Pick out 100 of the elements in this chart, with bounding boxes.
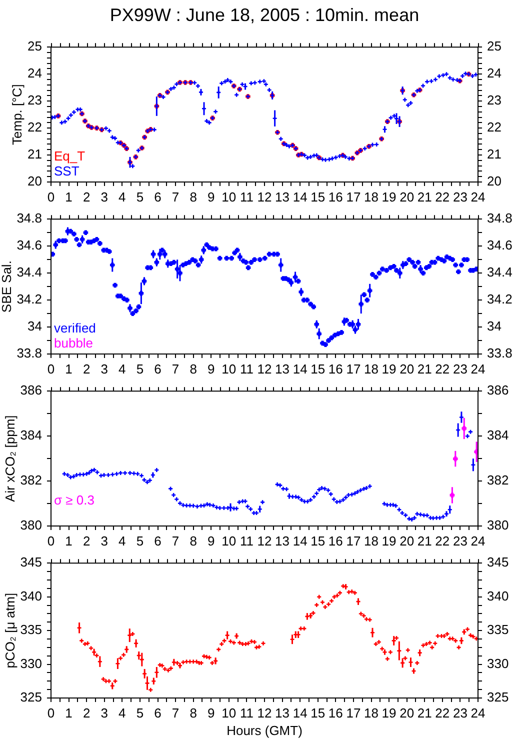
x-tick-label: 6	[154, 534, 162, 549]
y-tick-label: 335	[20, 622, 42, 638]
y-axis-title: Air xCO₂ [ppm]	[2, 415, 18, 502]
x-tick-label: 0	[47, 534, 55, 549]
x-tick-label: 17	[346, 190, 361, 205]
x-tick-label: 2	[82, 706, 90, 721]
y-tick-label: 330	[20, 656, 42, 671]
y-tick-label: 23	[28, 92, 42, 108]
x-tick-label: 16	[328, 362, 343, 377]
x-tick-label: 10	[222, 534, 236, 549]
x-tick-label: 18	[364, 190, 378, 205]
text: σ ≥ 0.3	[54, 492, 94, 508]
x-tick-label: 12	[257, 706, 272, 721]
y-tick-label: 22	[28, 120, 42, 135]
x-tick-label: 12	[257, 190, 272, 205]
x-tick-label: 13	[275, 190, 290, 205]
x-tick-label: 8	[190, 362, 197, 377]
x-tick-label: 22	[435, 534, 450, 549]
x-tick-label: 7	[172, 362, 180, 377]
y2-tick-label: 340	[487, 588, 509, 604]
x-tick-label: 5	[136, 362, 144, 377]
x-tick-label: 8	[190, 706, 197, 721]
x-tick-label: 3	[100, 190, 108, 205]
y2-tick-label: 34.4	[487, 264, 512, 280]
y-tick-label: 325	[20, 690, 42, 705]
x-tick-label: 10	[222, 362, 236, 377]
y-axis-title: pCO₂ [μ atm]	[2, 592, 18, 668]
y-tick-label: 345	[20, 554, 42, 570]
x-tick-label: 23	[452, 534, 468, 549]
y2-tick-label: 21	[487, 146, 502, 162]
x-tick-label: 15	[310, 534, 326, 549]
x-tick-label: 23	[452, 706, 468, 721]
y-tick-label: 20	[28, 174, 42, 189]
legend-label: bubble	[54, 336, 94, 351]
y-tick-label: 340	[20, 588, 42, 604]
x-tick-label: 4	[118, 362, 126, 377]
y2-tick-label: 335	[487, 622, 509, 638]
y-tick-label: 382	[20, 472, 42, 488]
x-tick-label: 24	[470, 362, 486, 377]
x-tick-label: 9	[208, 534, 215, 549]
x-tick-label: 11	[240, 362, 254, 377]
x-tick-label: 3	[100, 362, 108, 377]
y-axis-title: SBE Sal.	[0, 260, 14, 313]
x-tick-label: 24	[470, 706, 486, 721]
text: verified	[54, 320, 96, 336]
x-tick-label: 13	[275, 534, 290, 549]
y-tick-label: 34.4	[16, 264, 42, 280]
x-tick-label: 2	[82, 190, 90, 205]
x-tick-label: 9	[208, 362, 215, 377]
x-tick-label: 14	[292, 190, 308, 205]
x-tick-label: 20	[400, 190, 414, 205]
x-tick-label: 17	[346, 706, 361, 721]
x-tick-label: 7	[172, 534, 180, 549]
x-tick-label: 4	[118, 534, 126, 549]
x-tick-label: 15	[310, 706, 326, 721]
y2-tick-label: 34.8	[487, 210, 512, 226]
y2-tick-label: 34.6	[487, 238, 512, 253]
y2-tick-label: 22	[487, 120, 502, 135]
y2-tick-label: 380	[487, 518, 509, 533]
x-tick-label: 18	[364, 534, 378, 549]
x-tick-label: 1	[65, 190, 72, 205]
x-tick-label: 0	[47, 706, 55, 721]
x-tick-label: 19	[382, 190, 396, 205]
x-tick-label: 15	[310, 190, 326, 205]
x-tick-label: 7	[172, 190, 180, 205]
x-tick-label: 6	[154, 706, 162, 721]
x-tick-label: 21	[417, 534, 432, 549]
x-tick-label: 18	[364, 706, 378, 721]
x-tick-label: 20	[400, 534, 414, 549]
x-tick-label: 13	[275, 362, 290, 377]
y2-tick-label: 325	[487, 690, 509, 705]
x-tick-label: 6	[154, 190, 162, 205]
x-tick-label: 6	[154, 362, 162, 377]
x-tick-label: 14	[292, 706, 308, 721]
y-tick-label: 21	[28, 146, 42, 162]
x-tick-label: 24	[470, 534, 486, 549]
x-tick-label: 5	[136, 190, 144, 205]
x-tick-label: 1	[65, 362, 72, 377]
x-tick-label: 22	[435, 190, 450, 205]
x-tick-label: 11	[240, 534, 254, 549]
x-tick-label: 14	[292, 534, 308, 549]
y2-tick-label: 25	[487, 38, 502, 54]
y2-tick-label: 34.2	[487, 292, 512, 307]
x-tick-label: 11	[240, 190, 254, 205]
x-tick-label: 17	[346, 362, 361, 377]
x-tick-label: 19	[382, 534, 396, 549]
x-tick-label: 22	[435, 706, 450, 721]
y2-tick-label: 24	[487, 66, 502, 81]
y2-tick-label: 23	[487, 92, 502, 108]
x-tick-label: 7	[172, 706, 180, 721]
x-tick-label: 8	[190, 190, 197, 205]
x-tick-label: 16	[328, 706, 343, 721]
x-tick-label: 11	[240, 706, 254, 721]
chart-title: PX99W : June 18, 2005 : 10min. mean	[110, 5, 420, 25]
x-tick-label: 4	[118, 706, 126, 721]
x-tick-label: 9	[208, 190, 215, 205]
y-tick-label: 34.8	[16, 210, 42, 226]
x-tick-label: 5	[136, 706, 144, 721]
x-tick-label: 10	[222, 190, 236, 205]
y-tick-label: 34.2	[16, 292, 42, 307]
